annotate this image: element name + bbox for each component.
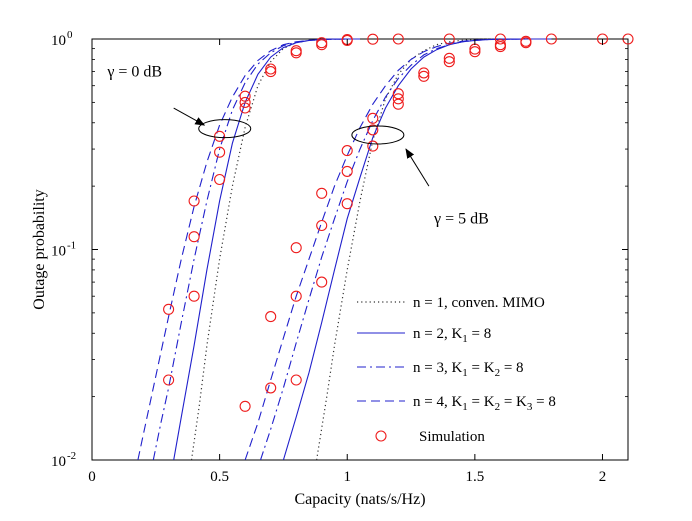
y-axis-title: Outage probability: [31, 189, 48, 309]
legend-label-n1: n = 1, conven. MIMO: [413, 295, 545, 311]
simulation-marker: [214, 130, 226, 142]
y-tick-label: 10: [51, 33, 66, 49]
simulation-marker: [265, 66, 277, 78]
simulation-marker: [418, 67, 430, 79]
simulation-marker: [290, 45, 302, 57]
x-axis-title: Capacity (nats/s/Hz): [294, 491, 425, 508]
simulation-marker: [494, 39, 506, 51]
simulation-marker: [316, 187, 328, 199]
annotation-label-g5: γ = 5 dB: [433, 211, 489, 228]
simulation-marker: [392, 93, 404, 105]
x-tick-label: 2: [599, 469, 607, 485]
simulation-marker: [239, 102, 251, 114]
simulation-marker: [341, 145, 353, 157]
legend-label-simulation: Simulation: [419, 429, 485, 445]
simulation-marker: [443, 33, 455, 45]
legend-label-n4-part: = K: [468, 394, 495, 410]
legend-label-n4-part: = 8: [532, 394, 555, 410]
legend-label-n3-part: = K: [468, 360, 495, 376]
simulation-marker: [316, 276, 328, 288]
legend-label-simulation-part: Simulation: [419, 429, 485, 445]
simulation-marker: [265, 63, 277, 75]
simulation-marker: [290, 242, 302, 254]
simulation-marker: [265, 382, 277, 394]
legend-label-n2-part: n = 2, K: [413, 326, 462, 342]
x-tick-label: 0.5: [210, 469, 229, 485]
legend-label-n4: n = 4, K1 = K2 = K3 = 8: [413, 394, 556, 413]
series-n3-curve-0: [152, 38, 360, 460]
simulation-marker: [239, 96, 251, 108]
annotation-arrow-g5: [405, 148, 430, 187]
simulation-marker: [443, 52, 455, 64]
simulation-marker: [290, 290, 302, 302]
legend-swatch-simulation: [375, 430, 387, 442]
legend-label-n2-part: = 8: [468, 326, 491, 342]
simulation-marker: [188, 231, 200, 243]
annotations-layer: γ = 0 dB γ = 5 dB: [106, 64, 488, 228]
y-tick-exponent: -1: [67, 240, 76, 252]
y-tick-exponent: 0: [67, 29, 73, 41]
simulation-marker: [163, 303, 175, 315]
annotation-ellipse-g0: [198, 119, 252, 139]
simulation-marker: [188, 195, 200, 207]
simulation-marker: [367, 112, 379, 124]
curves-layer: [137, 38, 552, 460]
simulation-marker: [265, 311, 277, 323]
simulation-marker: [418, 70, 430, 82]
simulation-marker: [290, 374, 302, 386]
simulation-marker: [494, 33, 506, 45]
legend-label-n1-part: n = 1, conven. MIMO: [413, 295, 545, 311]
annotation-label-g0: γ = 0 dB: [106, 64, 162, 81]
simulation-marker: [367, 140, 379, 152]
legend-label-n4-part: n = 4, K: [413, 394, 462, 410]
simulation-marker: [214, 173, 226, 186]
y-tick-label: 10: [51, 244, 66, 260]
legend-label-n4-part: 1: [462, 401, 468, 413]
simulation-marker: [392, 88, 404, 100]
legend-label-n4-part: = K: [500, 394, 527, 410]
legend-label-n4-part: 2: [495, 401, 501, 413]
y-tick-label: 10: [51, 454, 66, 470]
annotation-arrow-g0: [173, 107, 206, 126]
series-n4-curve-0: [137, 38, 360, 460]
simulation-marker: [341, 198, 353, 210]
simulation-marker: [239, 400, 251, 412]
legend-label-n4-part: 3: [527, 401, 533, 413]
legend-label-n2: n = 2, K1 = 8: [413, 326, 491, 345]
simulation-marker: [367, 124, 379, 136]
simulation-marker: [188, 290, 200, 302]
x-tick-label: 1.5: [465, 469, 484, 485]
series-n4-curve-1: [244, 38, 552, 460]
legend-label-n3-part: 2: [495, 367, 501, 379]
legend-label-n3-part: 1: [462, 367, 468, 379]
legend-label-n3: n = 3, K1 = K2 = 8: [413, 360, 524, 379]
legend-label-n2-part: 1: [462, 333, 468, 345]
x-tick-label: 0: [88, 469, 96, 485]
legend-label-n3-part: n = 3, K: [413, 360, 462, 376]
annotation-ellipse-g5: [351, 125, 405, 145]
simulation-marker: [520, 35, 532, 47]
simulation-marker: [163, 374, 175, 386]
y-tick-exponent: -2: [67, 450, 76, 462]
simulation-marker: [341, 165, 353, 177]
simulation-marker: [316, 37, 328, 49]
simulation-marker: [392, 33, 404, 45]
simulation-marker: [239, 90, 251, 102]
simulation-marker: [367, 33, 379, 45]
simulation-marker: [214, 146, 226, 158]
legend-label-n3-part: = 8: [500, 360, 523, 376]
simulation-marker: [316, 219, 328, 232]
simulation-marker: [443, 56, 455, 68]
series-n2-curve-1: [282, 38, 552, 460]
x-tick-label: 1: [343, 469, 351, 485]
simulation-marker: [469, 46, 481, 58]
simulation-marker: [545, 33, 557, 45]
